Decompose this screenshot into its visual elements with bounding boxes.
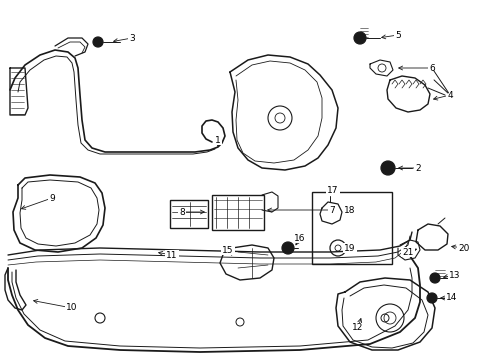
Circle shape bbox=[93, 37, 103, 47]
Text: 4: 4 bbox=[447, 90, 453, 99]
Text: 19: 19 bbox=[344, 243, 356, 252]
Text: 3: 3 bbox=[129, 33, 135, 42]
Text: 11: 11 bbox=[166, 251, 178, 260]
Text: 16: 16 bbox=[294, 234, 306, 243]
Bar bbox=[170, 200, 208, 228]
Text: 14: 14 bbox=[446, 293, 458, 302]
Circle shape bbox=[427, 293, 437, 303]
Text: 9: 9 bbox=[49, 194, 55, 202]
Text: 15: 15 bbox=[222, 246, 234, 255]
Circle shape bbox=[354, 32, 366, 44]
Text: 17: 17 bbox=[327, 185, 339, 194]
Text: 10: 10 bbox=[66, 303, 78, 312]
Bar bbox=[312, 192, 392, 264]
Text: 6: 6 bbox=[429, 63, 435, 72]
Text: 7: 7 bbox=[329, 206, 335, 215]
Text: 12: 12 bbox=[352, 324, 364, 333]
Circle shape bbox=[430, 273, 440, 283]
Text: 21: 21 bbox=[402, 248, 414, 257]
Text: 2: 2 bbox=[415, 163, 421, 172]
Text: 20: 20 bbox=[458, 243, 470, 252]
Text: 18: 18 bbox=[344, 206, 356, 215]
Bar bbox=[212, 195, 264, 230]
Circle shape bbox=[282, 242, 294, 254]
Text: 8: 8 bbox=[179, 207, 185, 216]
Text: 1: 1 bbox=[215, 135, 221, 144]
Text: 5: 5 bbox=[395, 31, 401, 40]
Circle shape bbox=[381, 161, 395, 175]
Text: 13: 13 bbox=[449, 270, 461, 279]
